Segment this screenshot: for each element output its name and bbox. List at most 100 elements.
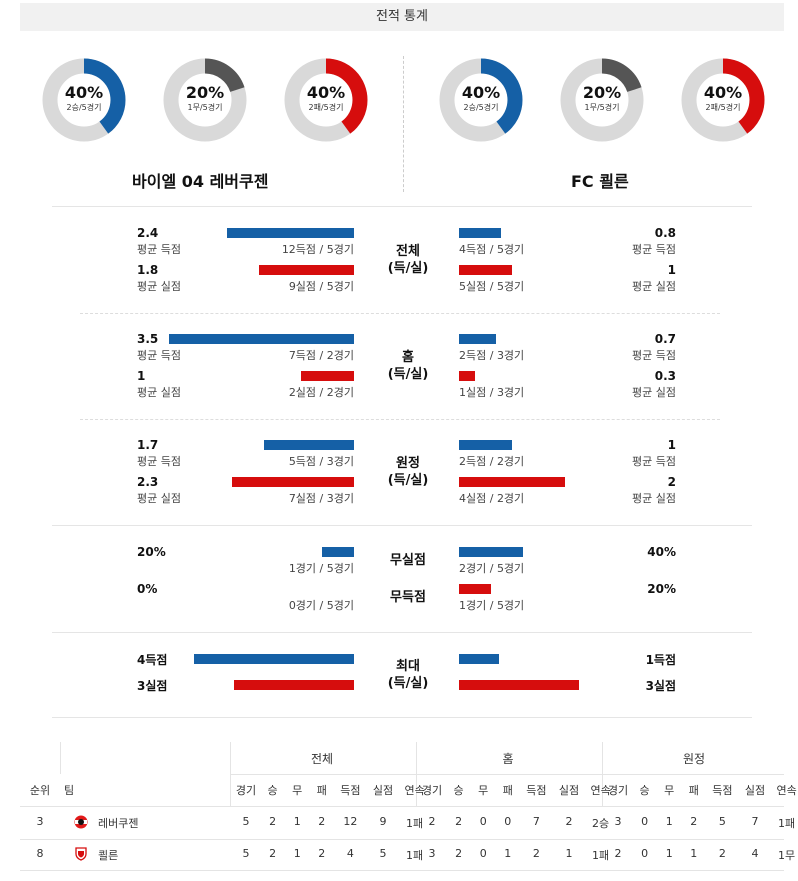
away-home-conceded-label: 평균 실점 (632, 386, 676, 399)
donut-chart: 40% 2승/5경기 (42, 58, 126, 142)
page-header: 전적 통계 (20, 3, 784, 31)
table-cell: 2 (269, 815, 277, 828)
table-cell: 2 (455, 815, 463, 828)
home-total-scored-bar (226, 228, 354, 238)
section-clean-title: 무실점 (390, 553, 426, 568)
away-home-scored-label: 평균 득점 (632, 349, 676, 362)
away-away-scored-caption: 2득점 / 2경기 (459, 455, 525, 468)
away-home-conceded-value: 0.3 (654, 369, 676, 383)
table-cell: 1 (690, 847, 698, 860)
donut-caption: 2패/5경기 (308, 103, 344, 112)
away-away-conceded-label: 평균 실점 (632, 492, 676, 505)
table-sub-header: 패 (502, 784, 513, 797)
table-sub-header: 무 (478, 784, 489, 797)
table-cell: 0 (504, 815, 512, 828)
home-home-scored-caption: 7득점 / 2경기 (288, 349, 354, 362)
leverkusen-crest-icon (74, 814, 88, 829)
away-home-scored-bar (459, 334, 497, 344)
table-cell: 12 (343, 815, 358, 828)
away-noscore-caption: 1경기 / 5경기 (459, 599, 525, 612)
home-home-scored-value: 3.5 (137, 332, 159, 346)
home-away-conceded-bar (232, 477, 354, 487)
away-team-name: FC 쾰른 (571, 172, 629, 191)
table-cell: 5 (242, 847, 250, 860)
table-cell: 7 (532, 815, 540, 828)
table-cell: 1패 (406, 817, 424, 830)
table-sub-header: 승 (267, 784, 278, 797)
table-team-name: 쾰른 (98, 849, 119, 862)
away-clean-caption: 2경기 / 5경기 (459, 562, 525, 575)
home-max-conceded-bar (234, 680, 354, 690)
table-rule (20, 839, 784, 840)
away-away-conceded-caption: 4실점 / 2경기 (459, 492, 525, 505)
home-home-conceded-caption: 2실점 / 2경기 (288, 386, 354, 399)
section-home-title: 홈 (득/실) (387, 350, 429, 382)
table-cell: 2 (269, 847, 277, 860)
donut-percent: 40% (64, 83, 104, 102)
home-home-conceded-value: 1 (137, 369, 146, 383)
away-away-scored-bar (459, 440, 512, 450)
home-home-scored-bar (168, 334, 354, 344)
away-total-conceded-bar (459, 265, 512, 275)
table-cell: 3 (428, 847, 436, 860)
home-noscore-caption: 0경기 / 5경기 (288, 599, 354, 612)
section-max-title: 최대 (득/실) (387, 659, 429, 691)
table-rank: 3 (36, 815, 44, 828)
table-sub-header: 연속 (404, 784, 425, 797)
table-cell: 1패 (406, 849, 424, 862)
home-clean-caption: 1경기 / 5경기 (288, 562, 354, 575)
table-sub-header: 무 (664, 784, 675, 797)
home-total-scored-value: 2.4 (137, 226, 159, 240)
away-noscore-value: 20% (647, 582, 676, 596)
table-sub-header: 득점 (712, 784, 733, 797)
table-cell: 0 (641, 847, 649, 860)
donut-percent: 40% (306, 83, 346, 102)
table-sub-header: 실점 (558, 784, 580, 797)
donut-chart: 20% 1무/5경기 (560, 58, 644, 142)
away-home-scored-caption: 2득점 / 3경기 (459, 349, 525, 362)
away-total-conceded-value: 1 (667, 263, 676, 277)
donut-percent: 40% (461, 83, 501, 102)
table-sub-header: 실점 (372, 784, 394, 797)
table-cell: 1 (665, 847, 673, 860)
table-sub-header: 경기 (235, 784, 257, 797)
table-cell: 2 (455, 847, 463, 860)
table-cell: 2 (718, 847, 726, 860)
table-cell: 1무 (778, 849, 796, 862)
table-group-header: 원정 (682, 752, 706, 766)
table-group-header: 홈 (502, 752, 514, 766)
table-cell: 5 (718, 815, 726, 828)
table-rule (20, 870, 784, 871)
section-divider (52, 525, 752, 526)
donut-caption: 2패/5경기 (705, 103, 741, 112)
donut-caption: 1무/5경기 (584, 103, 620, 112)
away-total-conceded-label: 평균 실점 (632, 280, 676, 293)
table-cell: 2 (532, 847, 540, 860)
table-rank: 8 (36, 847, 44, 860)
table-sub-header: 실점 (744, 784, 766, 797)
table-sub-header: 패 (316, 784, 327, 797)
table-team-name: 레버쿠젠 (98, 817, 139, 830)
table-sub-header: 연속 (776, 784, 797, 797)
donut-chart: 20% 1무/5경기 (163, 58, 247, 142)
home-clean-value: 20% (137, 545, 166, 559)
donut-percent: 40% (703, 83, 743, 102)
table-cell: 1 (565, 847, 573, 860)
away-total-scored-caption: 4득점 / 5경기 (459, 243, 525, 256)
home-away-scored-value: 1.7 (137, 438, 159, 452)
home-away-scored-bar (263, 440, 354, 450)
table-sub-header: 패 (688, 784, 699, 797)
section-divider (52, 717, 752, 718)
home-away-conceded-value: 2.3 (137, 475, 159, 489)
table-cell: 2 (690, 815, 698, 828)
table-cell: 2 (318, 815, 326, 828)
table-sub-header: 경기 (607, 784, 629, 797)
table-cell: 9 (379, 815, 387, 828)
table-cell: 1패 (592, 849, 610, 862)
away-max-scored-bar (459, 654, 499, 664)
away-away-conceded-bar (459, 477, 565, 487)
donut-caption: 2승/5경기 (463, 103, 499, 112)
home-away-conceded-caption: 7실점 / 3경기 (288, 492, 354, 505)
table-cell: 5 (242, 815, 250, 828)
home-total-scored-caption: 12득점 / 5경기 (281, 243, 354, 256)
